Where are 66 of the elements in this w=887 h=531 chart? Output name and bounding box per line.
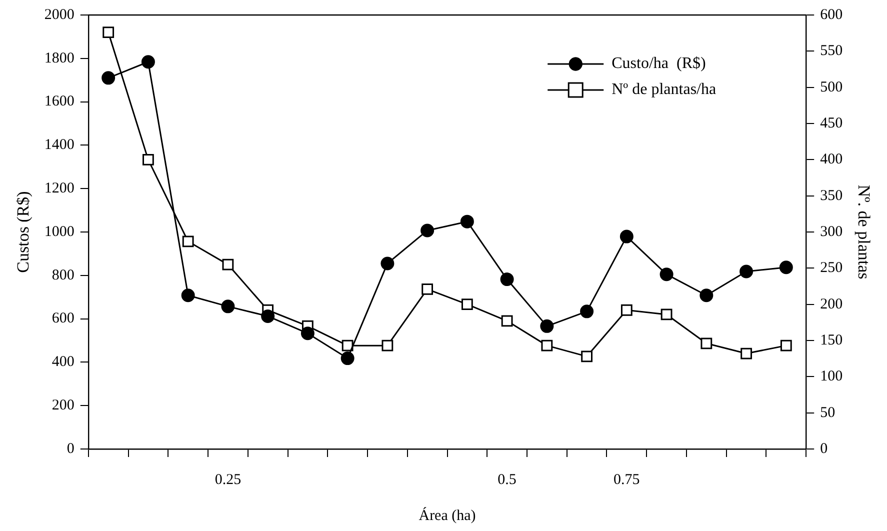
- y-tick-label: 1800: [44, 50, 74, 66]
- point: [182, 236, 194, 248]
- point: [221, 300, 235, 314]
- y-tick-label: 2000: [44, 6, 74, 23]
- legend-label: Custo/ha (R$): [612, 55, 706, 72]
- point: [700, 338, 712, 350]
- y2-tick-label: 600: [820, 6, 843, 23]
- y2-tick-label: 500: [820, 79, 843, 96]
- y-tick-label: 1400: [44, 137, 74, 154]
- point: [780, 340, 792, 352]
- point: [740, 264, 754, 278]
- y-tick-label: 1000: [44, 224, 74, 240]
- point: [382, 340, 394, 352]
- point: [141, 55, 155, 69]
- point: [181, 288, 195, 302]
- y-tick-label: 1600: [44, 94, 74, 110]
- point: [660, 308, 672, 320]
- y-tick-label: 600: [52, 310, 74, 327]
- y-tick-label: 200: [52, 398, 74, 414]
- y2-axis-title: Nº. de plantas: [854, 184, 874, 280]
- x-axis-title: Área (ha): [418, 506, 476, 524]
- point: [700, 288, 714, 302]
- point: [460, 214, 474, 228]
- y-tick-label: 800: [52, 267, 74, 284]
- y2-tick-label: 550: [820, 43, 843, 60]
- y2-tick-label: 400: [820, 152, 843, 168]
- point: [261, 309, 275, 323]
- y-tick-label: 1200: [44, 180, 74, 197]
- x-tick-label: 0.75: [614, 472, 640, 488]
- point: [340, 352, 354, 366]
- point: [580, 304, 594, 318]
- point: [142, 154, 154, 166]
- y2-tick-label: 450: [820, 115, 843, 132]
- point: [300, 326, 314, 340]
- y2-tick-label: 100: [820, 368, 843, 385]
- y2-tick-label: 0: [820, 440, 828, 457]
- point: [102, 71, 116, 85]
- point: [500, 272, 514, 286]
- point: [740, 348, 752, 360]
- point: [380, 256, 394, 270]
- point: [461, 298, 473, 310]
- x-tick-label: 0.25: [214, 472, 242, 488]
- point: [540, 319, 554, 333]
- point: [102, 26, 114, 38]
- y2-tick-label: 200: [820, 296, 843, 312]
- point: [420, 224, 434, 238]
- y2-tick-label: 50: [820, 404, 836, 421]
- y-tick-label: 400: [52, 354, 74, 370]
- y-axis-title: Custos (R$): [14, 191, 33, 273]
- point: [620, 230, 634, 244]
- y-tick-label: 0: [66, 440, 74, 457]
- point: [541, 340, 553, 352]
- point: [222, 258, 234, 270]
- legend-label: Nº de plantas/ha: [612, 81, 716, 98]
- point: [342, 340, 354, 352]
- x-tick-label: 0.5: [498, 472, 516, 488]
- y2-tick-label: 150: [820, 332, 843, 348]
- point: [660, 268, 674, 282]
- y2-tick-label: 300: [820, 224, 843, 240]
- point: [422, 283, 434, 295]
- point: [779, 260, 793, 274]
- point: [501, 315, 513, 327]
- point: [581, 350, 593, 362]
- y2-tick-label: 250: [820, 260, 843, 276]
- point: [620, 304, 632, 316]
- y2-tick-label: 350: [820, 188, 843, 204]
